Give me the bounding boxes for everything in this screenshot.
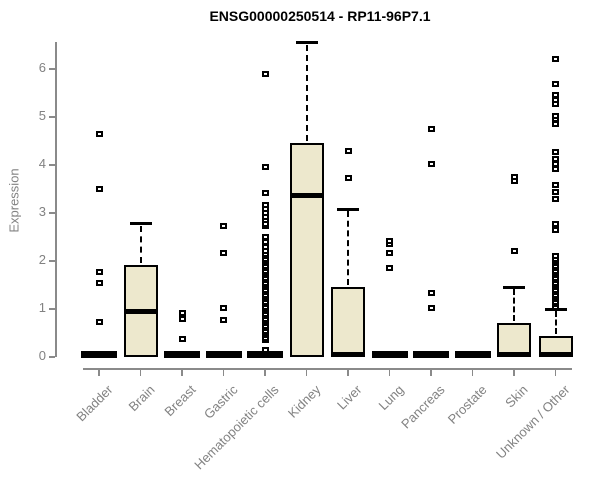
collapsed-box-bar [205,351,242,358]
outlier-point [427,290,435,297]
x-axis-tick [98,368,100,376]
outlier-point [261,70,269,77]
outlier-point [427,304,435,311]
outlier-point [95,279,103,286]
y-axis-tick [49,116,55,118]
collapsed-box-bar [454,351,491,358]
outlier-point [427,160,435,167]
y-axis-tick [49,356,55,358]
median-line [123,308,158,314]
outlier-point [261,190,269,197]
y-axis-tick [49,260,55,262]
y-tick-label: 6 [38,60,46,75]
median-line [331,351,365,357]
collapsed-box-bar [81,351,117,358]
outlier-point [427,126,435,132]
collapsed-box-bar [164,351,200,358]
whisker-cap [129,222,152,226]
outlier-point [510,248,518,255]
outlier-point [552,113,559,120]
boxplot-box [289,143,324,357]
outlier-point [95,269,103,276]
upper-whisker [347,211,349,286]
upper-whisker [139,225,142,263]
whisker-cap [503,285,525,289]
outlier-point [95,318,103,325]
outlier-point [178,309,186,316]
outlier-point [344,147,352,154]
collapsed-box-bar [413,351,449,358]
collapsed-box-bar [247,351,283,358]
median-line [497,351,531,357]
outlier-point [178,315,186,322]
outlier-point [95,186,103,192]
x-axis-tick [430,368,432,376]
x-axis-tick [222,368,225,376]
upper-whisker [554,311,557,335]
y-axis-tick [49,308,55,310]
boxplot-box [331,287,365,357]
outlier-point [552,56,559,63]
outlier-point [552,226,559,233]
x-axis-tick [347,368,349,376]
y-axis-tick [49,164,55,166]
whisker-cap [337,207,359,211]
x-axis-tick [181,368,183,376]
collapsed-box-bar [371,351,408,358]
outlier-point [220,317,227,324]
outlier-point [220,304,227,311]
y-tick-label: 0 [38,348,46,363]
chart-title: ENSG00000250514 - RP11-96P7.1 [209,8,431,24]
y-axis-tick [49,212,55,214]
outlier-point [261,234,269,240]
outlier-point [552,195,559,202]
outlier-point [261,202,269,209]
outlier-point [552,253,559,260]
outlier-point [510,174,518,180]
x-axis-tick [305,368,308,376]
outlier-point [386,265,393,272]
outlier-point [386,237,393,244]
outlier-point [386,249,393,256]
x-axis-tick [471,368,474,376]
outlier-point [178,335,186,342]
upper-whisker [305,44,308,142]
outlier-point [552,97,559,104]
outlier-point [220,249,227,256]
outlier-point [552,156,559,163]
whisker-cap [544,307,567,311]
x-axis-tick [139,368,142,376]
x-axis-tick [388,368,391,376]
outlier-point [552,220,559,227]
y-tick-label: 5 [38,108,46,123]
outlier-point [552,182,559,189]
y-tick-label: 1 [38,300,46,315]
outlier-point [220,222,227,229]
y-axis-tick [49,68,55,70]
outlier-point [95,130,103,137]
outlier-point [261,163,269,170]
y-tick-label: 2 [38,252,46,267]
outlier-point [344,175,352,182]
x-axis-line [83,368,572,370]
median-line [289,192,324,198]
x-axis-tick [264,368,266,376]
median-line [538,351,573,357]
x-axis-tick [554,368,557,376]
outlier-point [552,81,559,88]
y-tick-label: 4 [38,156,46,171]
whisker-cap [295,41,318,45]
x-axis-tick [513,368,515,376]
upper-whisker [513,289,515,322]
outlier-point [552,189,559,196]
outlier-point [552,91,559,98]
y-tick-label: 3 [38,204,46,219]
y-axis-line [55,42,57,357]
outlier-point [552,149,559,156]
